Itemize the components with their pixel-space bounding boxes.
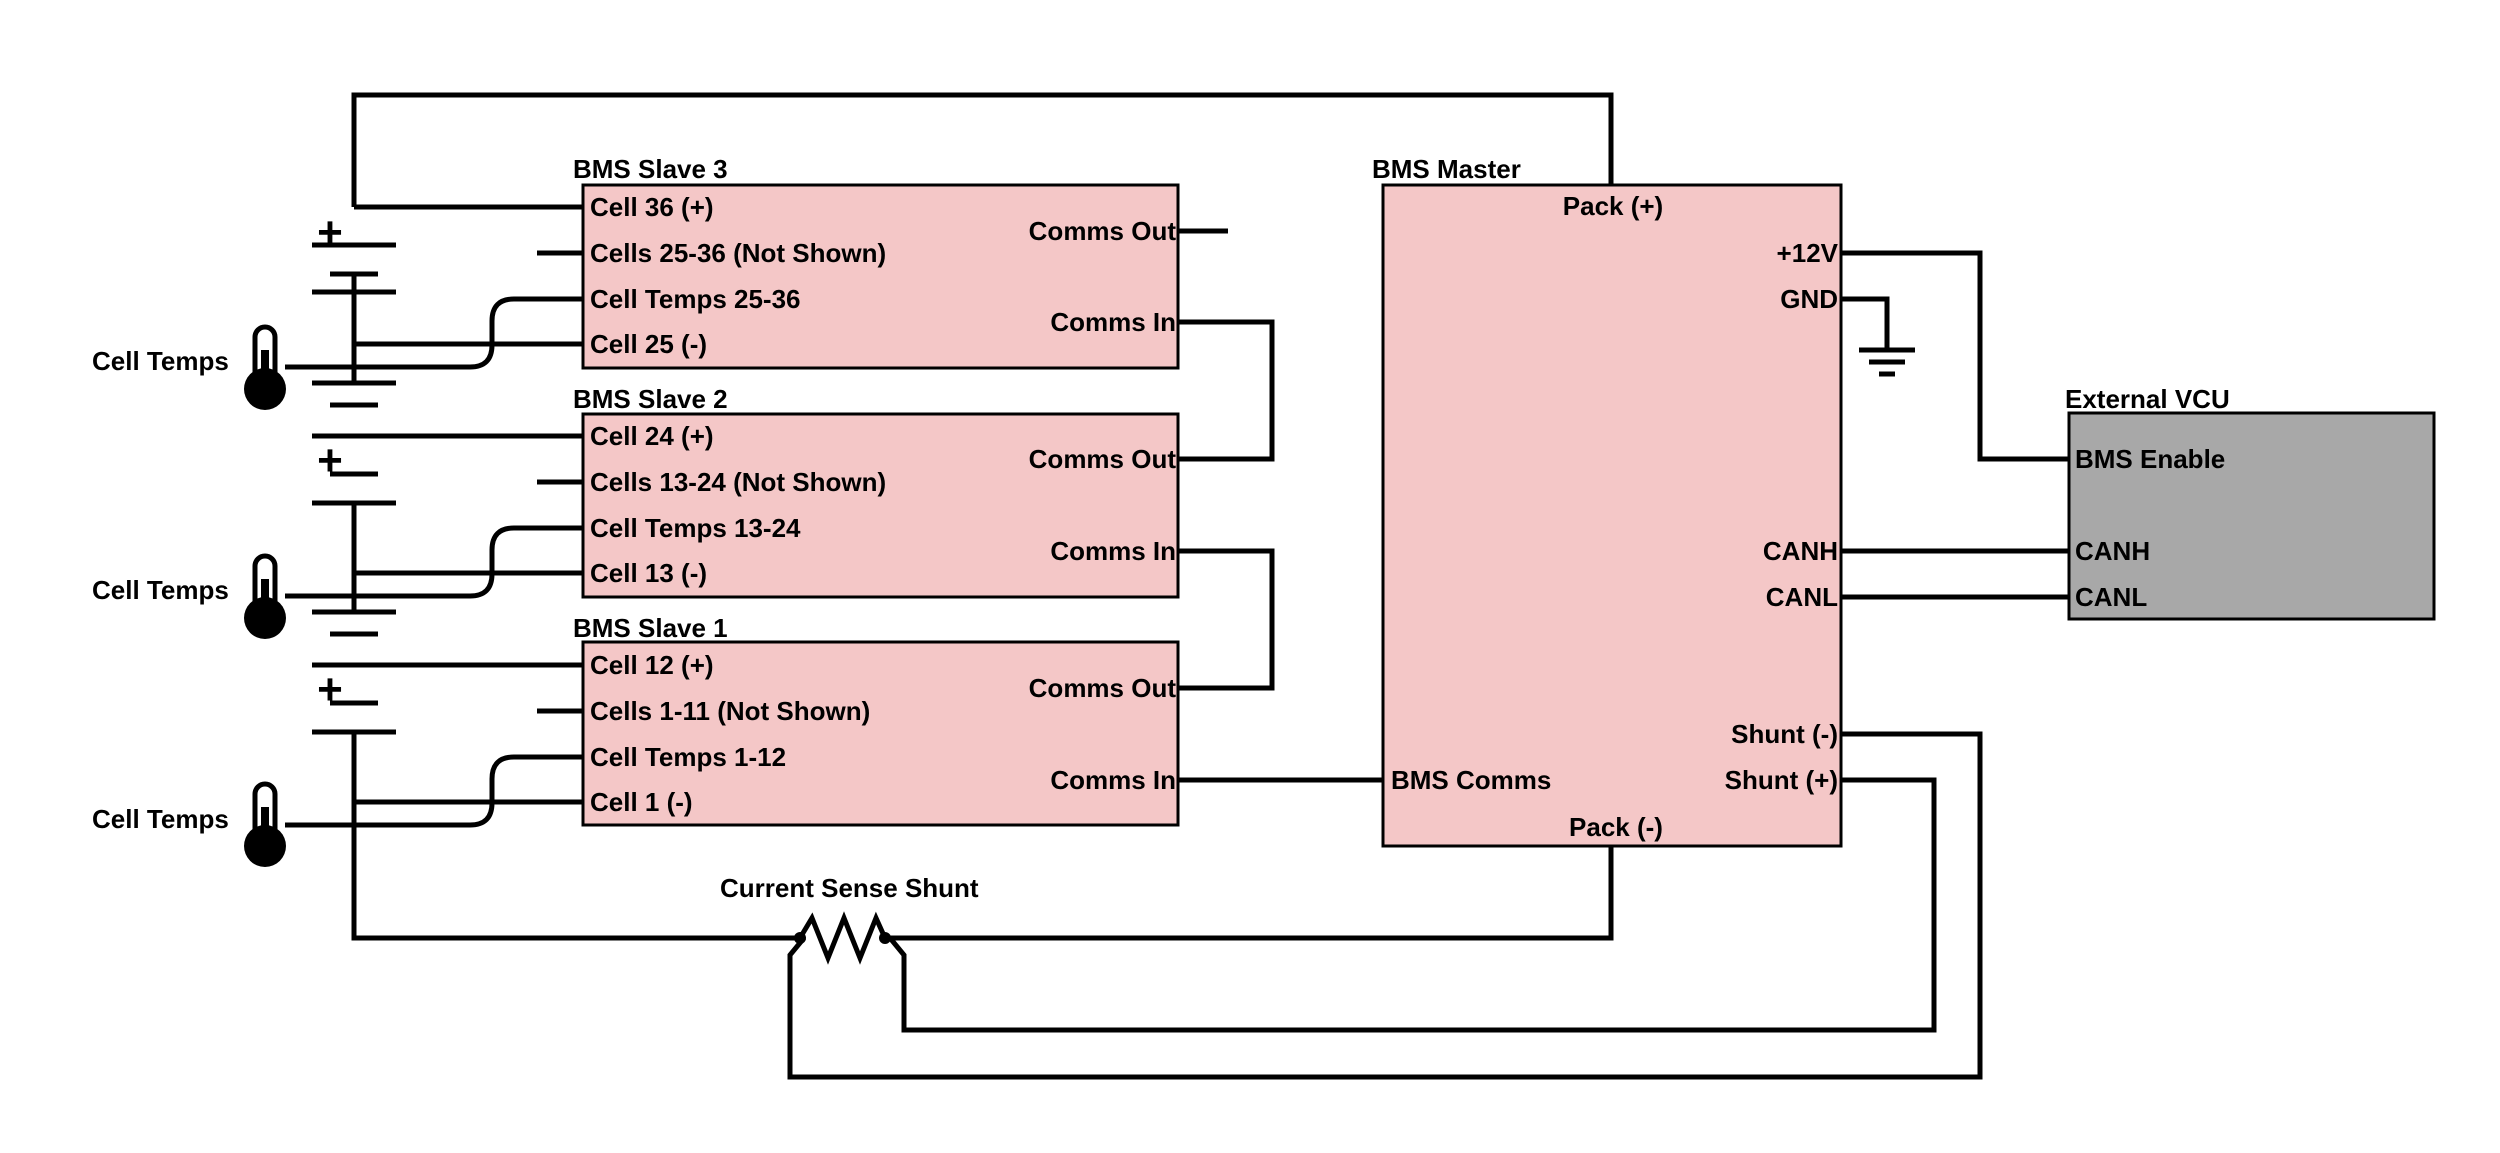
external-vcu-box bbox=[2067, 411, 2436, 621]
pin-label: Cell 13 (-) bbox=[590, 558, 707, 588]
battery-plus-sign: + bbox=[317, 665, 343, 714]
sensor-label: Cell Temps bbox=[92, 804, 229, 834]
comms-in-label: Comms In bbox=[1050, 307, 1176, 337]
master-bms-comms-label: BMS Comms bbox=[1391, 765, 1551, 795]
sensor-label: Cell Temps bbox=[92, 575, 229, 605]
master-12v-label: +12V bbox=[1777, 238, 1839, 268]
master-pack-pos-label: Pack (+) bbox=[1563, 191, 1663, 221]
bms-slave-2-box bbox=[581, 412, 1180, 599]
pin-label: Cell Temps 25-36 bbox=[590, 284, 801, 314]
vcu-enable-label: BMS Enable bbox=[2075, 444, 2225, 474]
bms-slave-3-title: BMS Slave 3 bbox=[573, 154, 728, 184]
comms-out-label: Comms Out bbox=[1029, 444, 1177, 474]
pin-label: Cell Temps 1-12 bbox=[590, 742, 786, 772]
pin-label: Cells 25-36 (Not Shown) bbox=[590, 238, 886, 268]
pin-label: Cell 24 (+) bbox=[590, 421, 714, 451]
ground-icon bbox=[1859, 347, 1915, 377]
comms-in-label: Comms In bbox=[1050, 765, 1176, 795]
thermometer-icon bbox=[244, 553, 286, 639]
thermometer-icon bbox=[244, 781, 286, 867]
pin-label: Cell 1 (-) bbox=[590, 787, 693, 817]
battery-icon bbox=[312, 380, 396, 506]
battery-plus-sign: + bbox=[317, 436, 343, 485]
wire-temps-13-24 bbox=[285, 525, 583, 599]
bms-slave-1-box bbox=[581, 640, 1180, 827]
shunt-label: Current Sense Shunt bbox=[720, 873, 979, 903]
sensor-label: Cell Temps bbox=[92, 346, 229, 376]
wire-comms-2-to-1 bbox=[1178, 548, 1275, 691]
battery-icon bbox=[312, 242, 396, 295]
pin-label: Cell 12 (+) bbox=[590, 650, 714, 680]
master-pack-neg-label: Pack (-) bbox=[1569, 812, 1663, 842]
bms-master-title: BMS Master bbox=[1372, 154, 1521, 184]
pin-label: Cell 36 (+) bbox=[590, 192, 714, 222]
battery-plus-sign: + bbox=[317, 208, 343, 257]
vcu-canl-label: CANL bbox=[2075, 582, 2147, 612]
master-canh-label: CANH bbox=[1763, 536, 1838, 566]
thermometer-icon bbox=[244, 324, 286, 410]
master-shunt-pos-label: Shunt (+) bbox=[1725, 765, 1838, 795]
wire-bms-enable bbox=[1841, 250, 2069, 462]
wire-shunt-pos bbox=[888, 777, 1937, 1033]
bms-slave-1-title: BMS Slave 1 bbox=[573, 613, 728, 643]
vcu-canh-label: CANH bbox=[2075, 536, 2150, 566]
bms-master-box bbox=[1381, 183, 1843, 848]
wire-shunt-neg bbox=[787, 731, 1983, 1080]
comms-out-label: Comms Out bbox=[1029, 673, 1177, 703]
pin-label: Cells 1-11 (Not Shown) bbox=[590, 696, 870, 726]
pin-label: Cells 13-24 (Not Shown) bbox=[590, 467, 886, 497]
vcu-title: External VCU bbox=[2065, 384, 2230, 414]
wire-gnd bbox=[1841, 296, 1890, 350]
pin-label: Cell 25 (-) bbox=[590, 329, 707, 359]
bms-slave-2-title: BMS Slave 2 bbox=[573, 384, 728, 414]
wire-comms-3-to-2 bbox=[1178, 319, 1275, 462]
resistor-icon bbox=[794, 911, 891, 965]
master-shunt-neg-label: Shunt (-) bbox=[1731, 719, 1838, 749]
comms-out-label: Comms Out bbox=[1029, 216, 1177, 246]
pin-label: Cell Temps 13-24 bbox=[590, 513, 801, 543]
bms-slave-3-box bbox=[581, 183, 1180, 370]
comms-in-label: Comms In bbox=[1050, 536, 1176, 566]
pack-negative-wire-right bbox=[885, 846, 1614, 941]
battery-icon bbox=[312, 609, 396, 735]
pack-positive-wire bbox=[351, 92, 1614, 207]
wire-temps-1-12 bbox=[285, 754, 583, 828]
master-canl-label: CANL bbox=[1766, 582, 1838, 612]
wire-temps-25-36 bbox=[285, 296, 583, 370]
master-gnd-label: GND bbox=[1780, 284, 1838, 314]
